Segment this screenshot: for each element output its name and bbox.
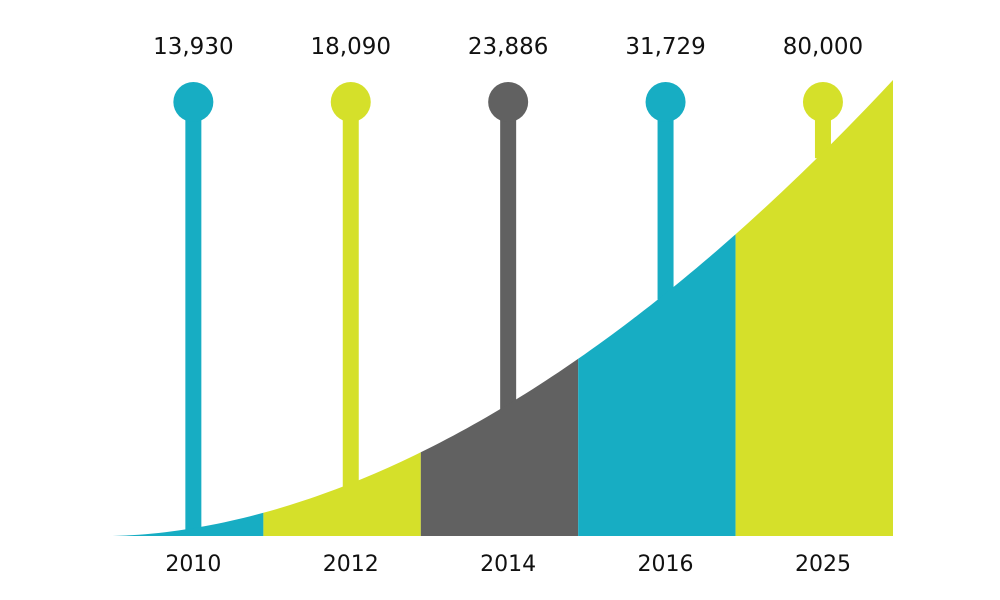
year-labels: 2010 2012 2014 2016 2025 bbox=[165, 552, 851, 577]
pin-2012 bbox=[330, 82, 371, 490]
area-segment-2010 bbox=[106, 512, 264, 536]
value-pins bbox=[173, 82, 843, 535]
area-segment-2016 bbox=[578, 234, 736, 537]
pin-2016 bbox=[645, 82, 686, 300]
pin-2010 bbox=[173, 82, 214, 535]
pin-2025 bbox=[802, 82, 843, 159]
pin-stem bbox=[657, 102, 674, 300]
value-labels: 13,930 18,090 23,886 31,729 80,000 bbox=[153, 34, 863, 60]
value-label-2025: 80,000 bbox=[783, 34, 863, 60]
pin-head bbox=[173, 82, 214, 122]
year-label-2012: 2012 bbox=[323, 552, 379, 577]
pin-head bbox=[645, 82, 686, 122]
pin-head bbox=[330, 82, 371, 122]
year-label-2016: 2016 bbox=[638, 552, 694, 577]
year-label-2010: 2010 bbox=[165, 552, 221, 577]
pin-head bbox=[488, 82, 529, 122]
pin-stem bbox=[342, 102, 359, 490]
pin-stem bbox=[500, 102, 517, 411]
year-label-2025: 2025 bbox=[795, 552, 851, 577]
pin-stem bbox=[185, 102, 202, 535]
year-label-2014: 2014 bbox=[480, 552, 536, 577]
value-label-2012: 18,090 bbox=[311, 34, 391, 60]
area-segment-2014 bbox=[420, 358, 579, 536]
pin-head bbox=[802, 82, 843, 122]
area-segment-2025 bbox=[735, 80, 893, 536]
value-label-2010: 13,930 bbox=[153, 34, 233, 60]
area-segment-2012 bbox=[263, 452, 421, 536]
pin-2014 bbox=[488, 82, 529, 411]
value-label-2016: 31,729 bbox=[625, 34, 705, 60]
value-label-2014: 23,886 bbox=[468, 34, 548, 60]
area-segments bbox=[106, 80, 893, 537]
